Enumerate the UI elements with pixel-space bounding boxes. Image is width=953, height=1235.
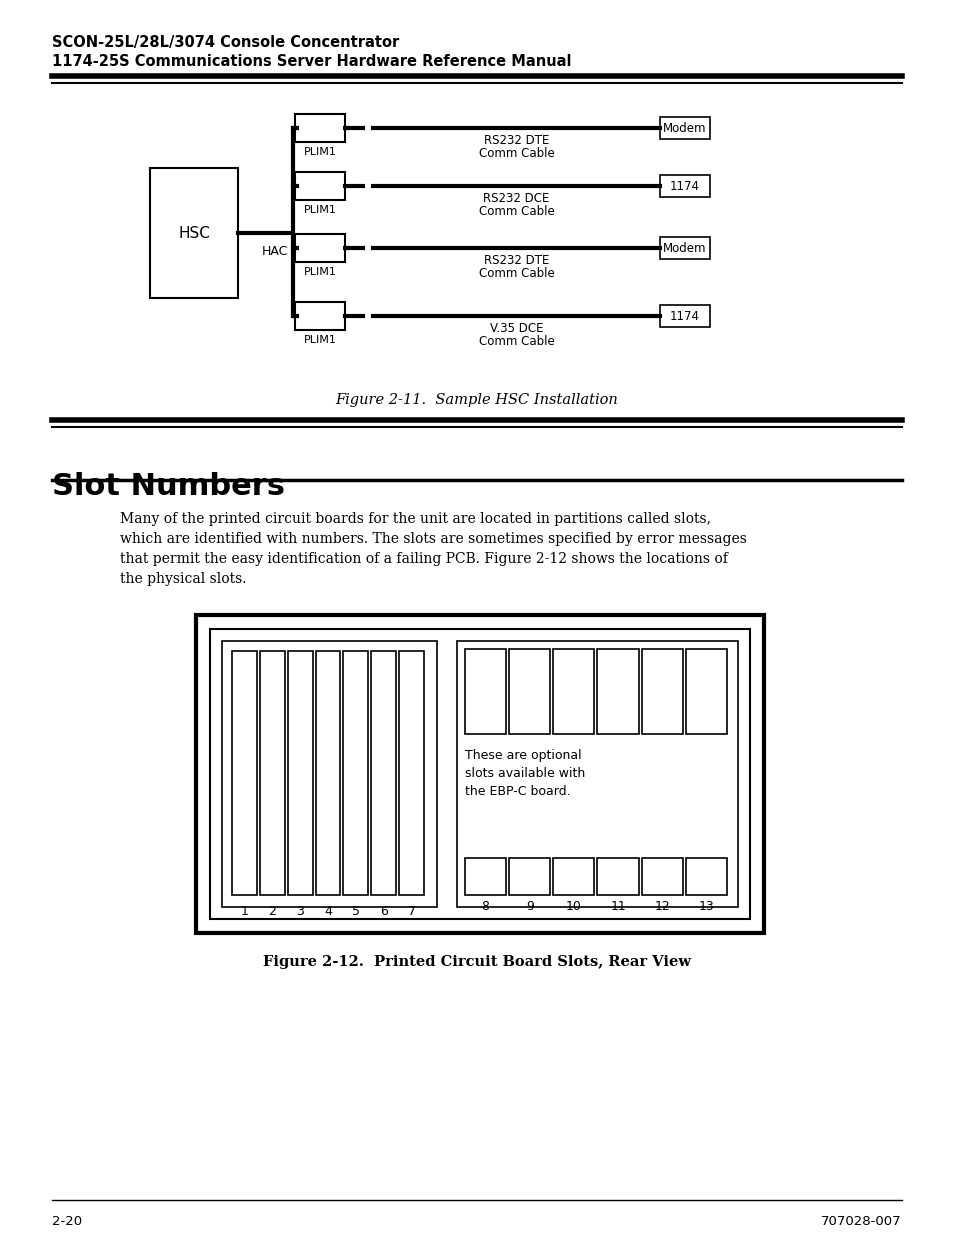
Bar [659,117,709,140]
Text: RS232 DTE: RS232 DTE [483,254,549,267]
Bar [553,650,594,734]
Bar [659,175,709,198]
Bar [294,114,345,142]
Bar [597,858,638,895]
Bar [294,172,345,200]
Text: Many of the printed circuit boards for the unit are located in partitions called: Many of the printed circuit boards for t… [120,513,746,587]
Text: Modem: Modem [662,242,706,254]
Bar [685,858,726,895]
Text: PLIM1: PLIM1 [303,205,336,215]
Text: 1174: 1174 [669,310,700,322]
Text: 2-20: 2-20 [52,1215,82,1228]
Text: Comm Cable: Comm Cable [478,205,554,219]
Text: 4: 4 [324,905,332,918]
Bar [659,237,709,259]
Text: 10: 10 [565,900,581,913]
Text: Figure 2-12.  Printed Circuit Board Slots, Rear View: Figure 2-12. Printed Circuit Board Slots… [263,955,690,969]
Text: 2: 2 [268,905,276,918]
Bar [685,650,726,734]
Bar [659,305,709,327]
Text: 6: 6 [379,905,387,918]
Bar [150,168,237,298]
Bar [398,651,423,895]
Bar [294,303,345,330]
Text: 1: 1 [240,905,248,918]
Bar [456,641,738,906]
Text: Comm Cable: Comm Cable [478,335,554,348]
Bar [641,650,682,734]
Text: Slot Numbers: Slot Numbers [52,472,285,501]
Text: SCON-25L/28L/3074 Console Concentrator: SCON-25L/28L/3074 Console Concentrator [52,35,399,49]
Text: 11: 11 [610,900,625,913]
Text: PLIM1: PLIM1 [303,335,336,345]
Text: 3: 3 [295,905,304,918]
Text: HSC: HSC [178,226,210,241]
Bar [509,650,550,734]
Text: V.35 DCE: V.35 DCE [489,322,542,335]
Bar [315,651,340,895]
Text: Comm Cable: Comm Cable [478,267,554,280]
Text: 12: 12 [654,900,669,913]
Bar [195,615,763,932]
Text: Figure 2-11.  Sample HSC Installation: Figure 2-11. Sample HSC Installation [335,393,618,408]
Bar [464,650,506,734]
Text: PLIM1: PLIM1 [303,147,336,157]
Bar [259,651,284,895]
Text: RS232 DTE: RS232 DTE [483,135,549,147]
Bar [294,233,345,262]
Bar [232,651,256,895]
Text: RS232 DCE: RS232 DCE [483,191,549,205]
Bar [553,858,594,895]
Text: 5: 5 [352,905,359,918]
Text: 707028-007: 707028-007 [821,1215,901,1228]
Bar [509,858,550,895]
Text: 8: 8 [481,900,489,913]
Text: PLIM1: PLIM1 [303,267,336,277]
Text: 7: 7 [407,905,416,918]
Bar [210,629,749,919]
Bar [371,651,395,895]
Text: Comm Cable: Comm Cable [478,147,554,161]
Bar [288,651,313,895]
Text: 1174: 1174 [669,179,700,193]
Bar [343,651,368,895]
Text: 13: 13 [698,900,714,913]
Text: 1174-25S Communications Server Hardware Reference Manual: 1174-25S Communications Server Hardware … [52,54,571,69]
Text: Modem: Modem [662,121,706,135]
Bar [641,858,682,895]
Text: These are optional
slots available with
the EBP-C board.: These are optional slots available with … [464,750,584,798]
Text: 9: 9 [525,900,533,913]
Bar [222,641,436,906]
Text: HAC: HAC [261,245,288,258]
Bar [464,858,506,895]
Bar [597,650,638,734]
